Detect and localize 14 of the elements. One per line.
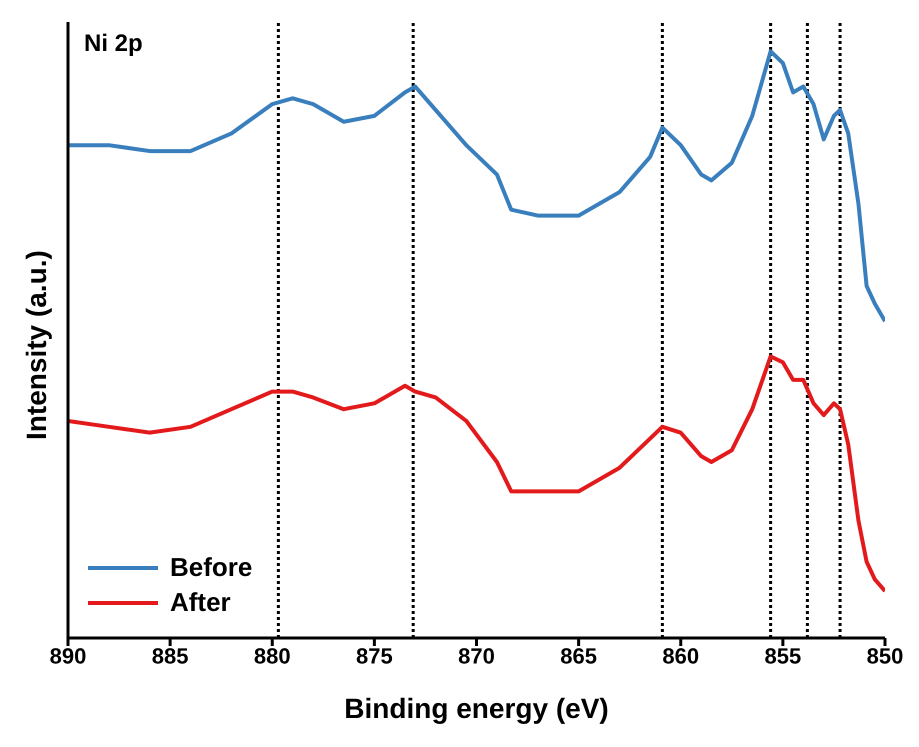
x-tick-label: 880 [254,644,291,669]
x-tick-label: 870 [458,644,495,669]
x-tick-label: 855 [764,644,802,669]
x-tick-label: 850 [866,644,904,669]
legend-label: Before [170,552,252,583]
x-tick-label: 860 [662,644,700,669]
annotation: Ni 2p [84,30,143,58]
x-tick-label: 865 [560,644,597,669]
x-tick-label: 875 [356,644,393,669]
legend-label: After [170,587,231,618]
x-axis-title: Binding energy (eV) [344,693,609,724]
x-tick-label: 885 [152,644,188,669]
y-axis-title: Intensity (a.u.) [20,250,52,440]
x-tick-label: 890 [50,644,86,669]
